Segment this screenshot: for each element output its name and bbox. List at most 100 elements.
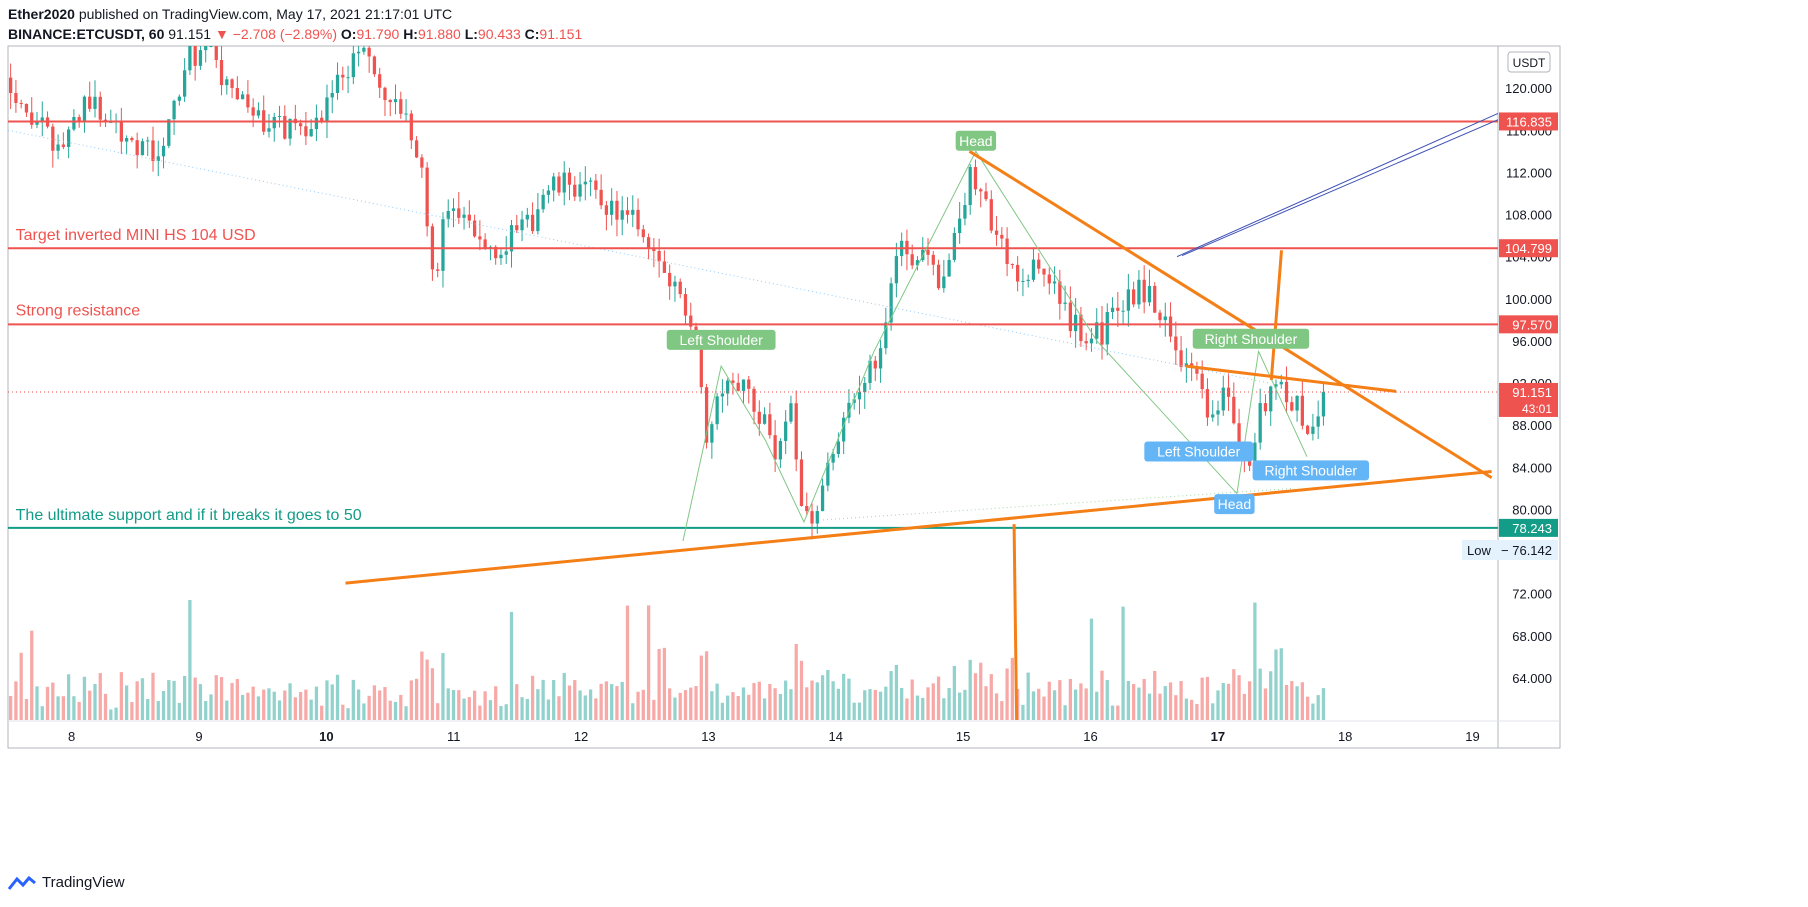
candle-body (1284, 381, 1289, 403)
brand-name[interactable]: TradingView (42, 874, 125, 891)
volume-bar (857, 702, 862, 720)
volume-bar (1005, 668, 1009, 720)
y-tick-label: 64.000 (1512, 671, 1552, 686)
volume-bar (446, 688, 450, 720)
volume-bar (810, 680, 814, 720)
volume-bar (1247, 681, 1252, 720)
pattern-label-text: Head (1218, 496, 1251, 512)
candle-body (1153, 285, 1157, 313)
volume-bar (552, 679, 556, 720)
volume-bar (246, 692, 250, 720)
candle-body (873, 360, 877, 369)
high-label: H: (403, 26, 418, 42)
candle-body (198, 50, 203, 66)
candle-body (805, 505, 809, 512)
candle-body (678, 281, 682, 295)
volume-bar (1174, 695, 1178, 720)
volume-bar (683, 690, 688, 720)
candle-body (546, 190, 551, 195)
volume-bar (1021, 704, 1025, 720)
volume-bar (109, 709, 113, 720)
volume-bar (1279, 648, 1283, 720)
close-value: 91.151 (539, 26, 583, 42)
volume-bar (472, 690, 477, 720)
candle-body (768, 414, 772, 436)
candle-body (662, 261, 667, 273)
change-text: −2.708 (−2.89%) (232, 26, 338, 42)
price-level-tag (1499, 518, 1558, 537)
candle-body (383, 87, 387, 101)
candle-body (1089, 338, 1094, 344)
candle-body (9, 77, 13, 93)
volume-bar (103, 693, 108, 720)
candle-body (119, 121, 123, 142)
volume-bar (963, 689, 967, 720)
symbol-name[interactable]: BINANCE:ETCUSDT, 60 (8, 26, 165, 42)
volume-bar (799, 660, 804, 720)
volume-bar (230, 682, 234, 720)
volume-bar (198, 684, 203, 720)
candle-body (525, 214, 529, 220)
candle-body (367, 47, 371, 57)
volume-bar (40, 706, 44, 720)
volume-bar (488, 700, 493, 720)
volume-bar (657, 649, 661, 720)
candle-body (298, 123, 303, 127)
volume-bar (478, 705, 482, 720)
candle-body (40, 117, 44, 121)
orange-trendline (1012, 524, 1019, 721)
candle-body (1074, 314, 1078, 332)
high-value: 91.880 (417, 26, 461, 42)
candle-body (209, 46, 213, 47)
volume-bar (309, 699, 313, 720)
x-tick-label: 19 (1465, 729, 1479, 744)
volume-bar (1263, 688, 1268, 720)
volume-bar (541, 679, 545, 720)
candle-body (1116, 307, 1120, 311)
candle-body (810, 511, 814, 524)
candle-body (161, 145, 166, 157)
volume-bar (789, 689, 793, 720)
volume-bar (979, 662, 983, 720)
candle-body (857, 392, 862, 400)
volume-bar (567, 685, 572, 720)
volume-bar (209, 694, 213, 720)
candle-body (1321, 391, 1326, 417)
volume-bar (441, 653, 445, 720)
volume-bar (51, 682, 55, 720)
volume-bar (367, 695, 371, 720)
volume-bar (736, 696, 740, 720)
candle-body (910, 254, 914, 266)
candle-body (1179, 350, 1183, 367)
candle-body (515, 225, 519, 231)
volume-bar (56, 696, 60, 720)
x-tick-label: 9 (195, 729, 202, 744)
candle-body (504, 251, 508, 255)
candle-body (1042, 268, 1046, 275)
candle-body (562, 172, 566, 193)
candle-body (541, 194, 545, 210)
volume-bar (135, 681, 139, 720)
volume-bar (1068, 678, 1073, 720)
candle-body (72, 116, 76, 130)
volume-bar (689, 687, 693, 720)
volume-bar (1242, 693, 1246, 720)
candle-body (710, 424, 714, 443)
volume-bar (1095, 691, 1099, 720)
candle-body (277, 116, 282, 118)
volume-bar (1079, 683, 1083, 720)
candle-body (499, 254, 503, 259)
pattern-label-text: Head (959, 133, 992, 149)
candle-body (1031, 259, 1036, 280)
candle-body (847, 402, 851, 418)
x-tick-label: 18 (1338, 729, 1352, 744)
volume-bar (936, 676, 941, 720)
candle-body (1063, 302, 1067, 304)
candle-body (240, 94, 245, 100)
candle-body (467, 214, 471, 221)
candle-body (82, 96, 87, 121)
blue-trendline (1176, 112, 1499, 258)
candle-body (24, 103, 29, 113)
author-name[interactable]: Ether2020 (8, 6, 75, 22)
